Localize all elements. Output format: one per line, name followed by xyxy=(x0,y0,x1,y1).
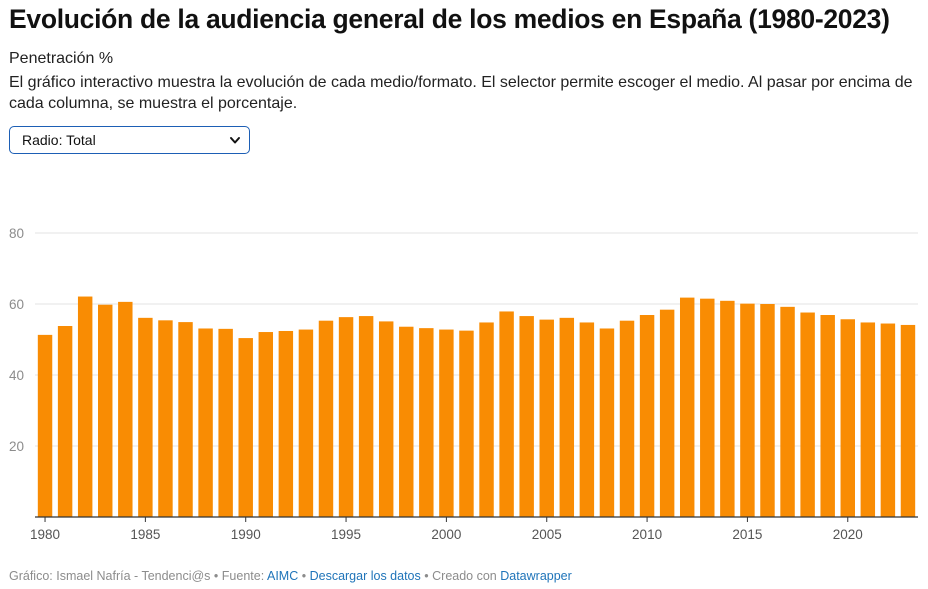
y-tick-label: 20 xyxy=(9,439,24,454)
source-link[interactable]: AIMC xyxy=(266,569,299,583)
bar[interactable] xyxy=(278,330,294,517)
x-tick-label: 1980 xyxy=(30,527,60,542)
medium-selector-value: Radio: Total xyxy=(22,132,96,148)
x-tick-label: 1985 xyxy=(130,527,160,542)
chevron-down-icon xyxy=(230,137,240,144)
bar[interactable] xyxy=(178,322,193,517)
bar[interactable] xyxy=(77,296,93,517)
bar[interactable] xyxy=(158,320,173,517)
bar[interactable] xyxy=(198,328,213,517)
bar[interactable] xyxy=(358,316,374,517)
bar[interactable] xyxy=(459,330,474,518)
bar[interactable] xyxy=(238,338,253,517)
bar[interactable] xyxy=(820,315,835,517)
bar[interactable] xyxy=(599,328,615,517)
bar[interactable] xyxy=(258,332,274,517)
bar[interactable] xyxy=(720,300,735,517)
chart-subtitle: Penetración % xyxy=(9,50,114,67)
medium-selector[interactable]: Radio: Total xyxy=(9,126,250,154)
chart-description: El gráfico interactivo muestra la evoluc… xyxy=(9,74,913,112)
bar[interactable] xyxy=(559,317,575,517)
footer-separator: • xyxy=(424,569,429,583)
bar[interactable] xyxy=(338,317,354,517)
bar[interactable] xyxy=(419,328,434,517)
bar[interactable] xyxy=(639,315,655,517)
bar[interactable] xyxy=(619,320,635,517)
bar[interactable] xyxy=(880,323,896,517)
bar[interactable] xyxy=(840,319,855,517)
bar-chart: 20 40 60 80 1980 1985 1990 1995 2000 2005 2010 2015… xyxy=(9,226,918,542)
bar[interactable] xyxy=(700,298,715,517)
footer-separator: • xyxy=(213,569,219,583)
bar[interactable] xyxy=(499,311,514,517)
x-tick-label: 1995 xyxy=(331,527,361,542)
footer-separator: • xyxy=(301,569,307,583)
download-data-link[interactable]: Descargar los datos xyxy=(309,569,421,583)
bar[interactable] xyxy=(800,312,815,517)
bar[interactable] xyxy=(740,303,755,517)
bar[interactable] xyxy=(659,309,675,517)
bar[interactable] xyxy=(900,324,916,517)
bar[interactable] xyxy=(760,304,775,517)
bar[interactable] xyxy=(399,326,414,517)
bar[interactable] xyxy=(439,329,454,517)
bar[interactable] xyxy=(780,306,795,517)
bar[interactable] xyxy=(519,316,534,517)
bar[interactable] xyxy=(579,322,595,517)
x-tick-label: 2010 xyxy=(632,527,662,542)
bar[interactable] xyxy=(479,322,494,517)
chart-footer: Gráfico: Ismael Nafría - Tendenci@s • Fu… xyxy=(9,569,572,583)
bar[interactable] xyxy=(539,319,554,517)
bar[interactable] xyxy=(378,321,394,517)
datawrapper-link[interactable]: Datawrapper xyxy=(500,569,572,583)
bar[interactable] xyxy=(860,322,876,517)
bar[interactable] xyxy=(57,326,73,517)
x-tick-label: 2015 xyxy=(732,527,762,542)
bar[interactable] xyxy=(298,329,314,517)
x-tick-label: 2020 xyxy=(833,527,863,542)
y-tick-label: 40 xyxy=(9,368,24,383)
x-tick-label: 1990 xyxy=(231,527,261,542)
bar[interactable] xyxy=(138,317,153,517)
bar[interactable] xyxy=(218,328,233,517)
x-tick-label: 2005 xyxy=(532,527,562,542)
y-tick-label: 80 xyxy=(9,226,24,241)
footer-source-label: Fuente: xyxy=(221,569,265,583)
footer-made-with-label: Creado con xyxy=(432,569,497,583)
bar[interactable] xyxy=(37,334,53,517)
bar[interactable] xyxy=(98,304,113,517)
x-tick-label: 2000 xyxy=(431,527,461,542)
y-tick-label: 60 xyxy=(9,297,24,312)
bar[interactable] xyxy=(318,320,334,517)
footer-credit: Gráfico: Ismael Nafría - Tendenci@s xyxy=(9,569,211,583)
chart-title: Evolución de la audiencia general de los… xyxy=(9,4,890,34)
bar[interactable] xyxy=(679,297,695,517)
bar[interactable] xyxy=(118,301,133,517)
